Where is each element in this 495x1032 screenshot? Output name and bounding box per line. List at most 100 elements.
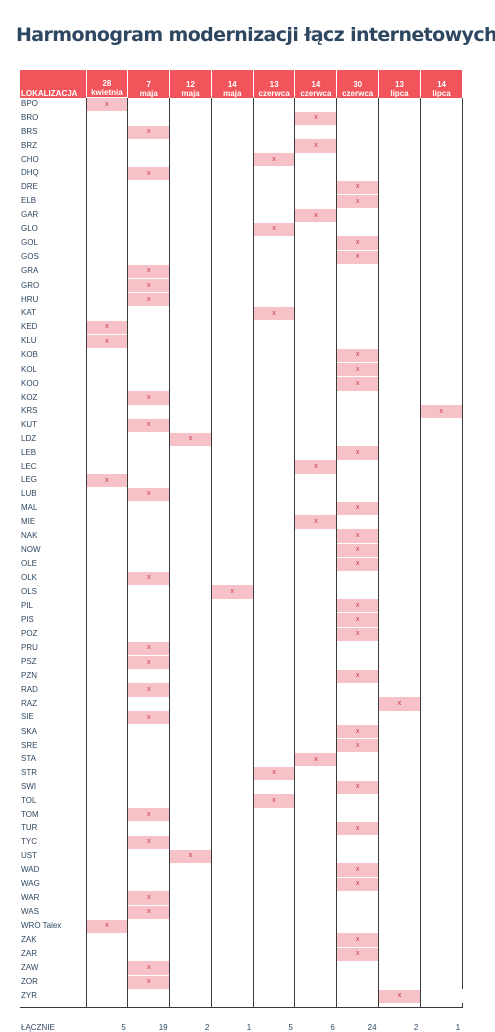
table-row: KUT x: [20, 417, 463, 433]
location-name: ZYR: [21, 990, 37, 1000]
schedule-mark: x: [336, 376, 379, 391]
empty-cell: [127, 627, 170, 642]
empty-cell: [378, 250, 421, 265]
empty-cell: [294, 473, 337, 488]
empty-cell: [85, 376, 128, 391]
empty-cell: [419, 334, 463, 349]
empty-cell: [169, 235, 212, 251]
empty-cell: [378, 598, 421, 613]
empty-cell: [210, 306, 254, 321]
empty-cell: [169, 390, 212, 405]
empty-cell: [252, 514, 295, 529]
empty-cell: [419, 528, 463, 543]
empty-cell: [85, 641, 128, 656]
empty-cell: [127, 180, 170, 195]
empty-cell: [419, 264, 463, 279]
empty-cell: [294, 418, 337, 433]
schedule-mark: x: [336, 249, 379, 265]
empty-cell: [169, 97, 212, 112]
empty-cell: [378, 724, 421, 739]
empty-cell: [378, 890, 421, 906]
empty-cell: [85, 598, 128, 613]
empty-cell: [419, 989, 463, 1003]
date-day: 12: [186, 79, 195, 89]
table-row: LEG x: [20, 473, 463, 488]
empty-cell: [127, 334, 170, 349]
table-row: PSZ x: [20, 654, 463, 670]
location-name: OLK: [21, 572, 38, 582]
empty-cell: [419, 459, 463, 474]
table-row: PIL x: [20, 598, 463, 613]
table-row: GLO x: [20, 221, 463, 236]
empty-cell: [85, 152, 128, 167]
table-row: WAD x: [20, 862, 463, 878]
empty-cell: [127, 877, 170, 891]
schedule-mark: x: [336, 445, 379, 460]
schedule-mark: x: [336, 179, 379, 195]
schedule-mark: x: [252, 305, 295, 321]
empty-cell: [419, 166, 463, 181]
empty-cell: [378, 821, 421, 836]
schedule-mark: x: [85, 334, 128, 349]
empty-cell: [378, 669, 421, 683]
table-row: KOZ x: [20, 390, 463, 405]
schedule-mark: x: [85, 97, 128, 112]
schedule-mark: x: [127, 834, 170, 850]
empty-cell: [85, 932, 128, 948]
table-row: STA x: [20, 751, 463, 767]
empty-cell: [169, 320, 212, 335]
schedule-mark: x: [336, 862, 379, 878]
empty-cell: [252, 445, 295, 460]
empty-cell: [336, 696, 379, 711]
empty-cell: [169, 292, 212, 307]
empty-cell: [85, 807, 128, 822]
date-header: 13 czerwca: [252, 70, 295, 98]
empty-cell: [294, 598, 337, 613]
empty-cell: [169, 905, 212, 920]
empty-cell: [252, 890, 295, 906]
empty-cell: [378, 278, 421, 293]
schedule-mark: x: [127, 654, 170, 670]
empty-cell: [210, 807, 254, 822]
empty-cell: [336, 125, 379, 139]
empty-cell: [294, 125, 337, 139]
date-header: 12 maja: [169, 70, 212, 98]
table-row: MAL x: [20, 500, 463, 515]
date-day: 14: [437, 79, 446, 89]
schedule-mark: x: [294, 207, 337, 223]
empty-cell: [336, 208, 379, 223]
empty-cell: [169, 975, 212, 989]
empty-cell: [127, 250, 170, 265]
location-name: TYC: [21, 837, 37, 847]
table-row: ZOR x: [20, 974, 463, 989]
table-row: ZAR x: [20, 946, 463, 961]
table-row: SIE x: [20, 710, 463, 725]
empty-cell: [252, 418, 295, 433]
location-name: KAT: [21, 308, 36, 318]
empty-cell: [252, 752, 295, 767]
empty-cell: [294, 362, 337, 377]
empty-cell: [85, 459, 128, 474]
schedule-mark: x: [127, 277, 170, 293]
schedule-mark: x: [336, 932, 379, 948]
empty-cell: [378, 501, 421, 515]
empty-cell: [169, 960, 212, 976]
empty-cell: [85, 432, 128, 446]
empty-cell: [169, 152, 212, 167]
empty-cell: [252, 905, 295, 920]
empty-cell: [169, 418, 212, 433]
table-row: WAR x: [20, 890, 463, 906]
date-day: 7: [146, 79, 151, 89]
empty-cell: [336, 752, 379, 767]
schedule-mark: x: [336, 626, 379, 642]
total-value: 19: [158, 1022, 168, 1032]
empty-cell: [169, 890, 212, 906]
empty-cell: [336, 919, 379, 933]
empty-cell: [85, 166, 128, 181]
empty-cell: [210, 278, 254, 293]
empty-cell: [169, 250, 212, 265]
location-name: TOM: [21, 809, 39, 819]
empty-cell: [169, 919, 212, 933]
empty-cell: [419, 152, 463, 167]
empty-cell: [336, 849, 379, 863]
